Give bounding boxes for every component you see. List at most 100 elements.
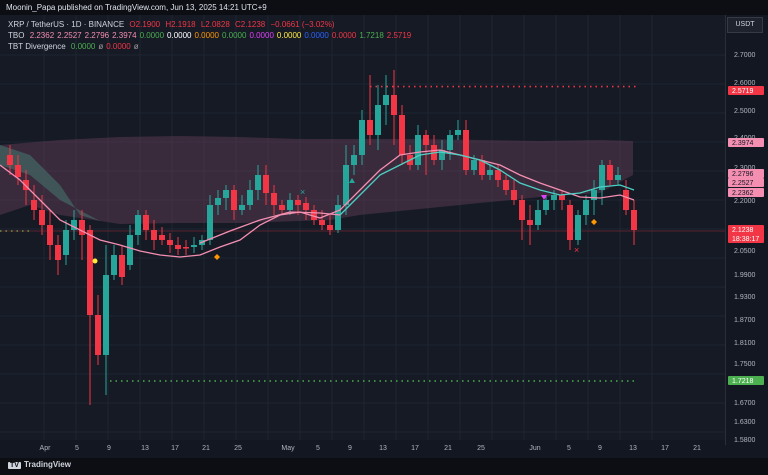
candle-body <box>159 235 165 240</box>
ohlc-high: H2.1918 <box>165 20 196 29</box>
tbo-value: 0.0000 <box>194 31 219 40</box>
price-tick: 1.9300 <box>734 294 756 301</box>
time-tick: Jun <box>529 445 540 452</box>
candle-body <box>367 120 373 135</box>
cloud-band-teal <box>0 145 100 221</box>
candle-body <box>207 205 213 240</box>
candle-body <box>303 203 309 210</box>
chart-pane[interactable]: × × <box>0 15 725 445</box>
candle-body <box>359 120 365 155</box>
candle-body <box>487 170 493 175</box>
time-tick: 21 <box>693 445 701 452</box>
candle-body <box>255 175 261 190</box>
candle-body <box>183 247 189 249</box>
candle-body <box>623 190 629 210</box>
candle-body <box>135 215 141 235</box>
candle-body <box>279 205 285 210</box>
tbo-value: 2.3974 <box>112 31 137 40</box>
price-tick: 1.8700 <box>734 317 756 324</box>
candle-body <box>271 193 277 205</box>
tbt-value: 0.0000 <box>70 42 96 51</box>
candle-body <box>375 105 381 135</box>
price-badge-label: 2.2362 <box>732 190 754 197</box>
time-tick: 21 <box>444 445 452 452</box>
candle-body <box>503 180 509 190</box>
candle-body <box>223 190 229 198</box>
price-chart[interactable]: ×× <box>0 15 725 445</box>
tbo-value: 0.0000 <box>167 31 192 40</box>
tbo-value: 2.2527 <box>57 31 82 40</box>
candle-body <box>239 205 245 210</box>
candle-body <box>383 95 389 105</box>
candle-body <box>143 215 149 230</box>
tbt-label: TBT Divergence <box>8 42 66 51</box>
signal-x: × <box>574 245 579 255</box>
tradingview-brand: TradingView <box>23 460 71 469</box>
price-tick: 2.7000 <box>734 52 756 59</box>
candle-body <box>519 200 525 220</box>
time-tick: 9 <box>348 445 352 452</box>
candle-body <box>103 275 109 355</box>
signal-dot <box>92 258 98 264</box>
currency-button[interactable]: USDT <box>727 17 763 33</box>
price-axis-scale: 2.70002.60002.50002.40002.30002.20002.10… <box>728 52 764 444</box>
candle-body <box>55 245 61 260</box>
tbt-indicator-row[interactable]: TBT Divergence 0.0000 ø 0.0000 ø <box>8 41 414 52</box>
candle-body <box>63 230 69 255</box>
symbol-label[interactable]: XRP / TetherUS · 1D · BINANCE <box>8 20 125 29</box>
time-tick: May <box>281 445 295 452</box>
candle-body <box>399 115 405 155</box>
candle-body <box>447 135 453 150</box>
time-axis[interactable]: Apr 5 9 13 17 21 25 May 5 9 13 17 21 25 Jun 5 9 13 17 21 <box>0 440 725 455</box>
candle-body <box>631 210 637 230</box>
candle-body <box>311 210 317 220</box>
price-badge-label: 2.2527 <box>732 180 754 187</box>
time-tick: 17 <box>661 445 669 452</box>
candle-body <box>23 180 29 190</box>
candle-body <box>463 130 469 170</box>
price-tick: 1.5800 <box>734 437 756 444</box>
tbo-label: TBO <box>8 31 25 40</box>
countdown-label: 18:38:17 <box>732 236 759 243</box>
price-badge <box>728 169 764 178</box>
price-badge <box>728 86 764 95</box>
candle-body <box>391 95 397 115</box>
candle-body <box>79 220 85 235</box>
candle-body <box>7 155 13 165</box>
candle-body <box>71 220 77 230</box>
publisher-header: Moonin_Papa published on TradingView.com… <box>0 0 768 15</box>
ohlc-close: C2.1238 <box>235 20 266 29</box>
ohlc-change: −0.0661 (−3.02%) <box>270 20 335 29</box>
price-badge-label: 2.3974 <box>732 140 754 147</box>
price-badge-label: 2.5719 <box>732 88 754 95</box>
candle-body <box>423 135 429 145</box>
candle-body <box>295 200 301 205</box>
price-tick: 1.7500 <box>734 361 756 368</box>
tradingview-logo[interactable]: TV TradingView <box>8 460 71 469</box>
candle-body <box>247 190 253 205</box>
candle-body <box>191 245 197 247</box>
tbo-indicator-row[interactable]: TBO 2.2362 2.2527 2.2796 2.3974 0.0000 0.0000… <box>8 30 414 41</box>
candle-body <box>535 210 541 225</box>
tbo-value: 2.5719 <box>386 31 412 40</box>
price-axis[interactable]: 2.70002.60002.50002.40002.30002.20002.10… <box>725 15 768 445</box>
signal-down-arrow <box>541 195 547 200</box>
time-tick: 17 <box>171 445 179 452</box>
price-badge <box>728 138 764 147</box>
time-tick: Apr <box>40 445 52 452</box>
candle-body <box>95 315 101 355</box>
tbo-value: 0.0000 <box>139 31 165 40</box>
candle-body <box>327 225 333 230</box>
cloud-band <box>0 136 633 224</box>
candle-body <box>591 190 597 200</box>
tbt-value: 0.0000 <box>106 42 131 51</box>
candle-body <box>31 200 37 210</box>
candle-body <box>167 240 173 245</box>
tradingview-logo-icon: TV <box>8 462 21 469</box>
candle-body <box>319 220 325 225</box>
time-tick: 25 <box>234 445 242 452</box>
candle-body <box>559 195 565 200</box>
candle-body <box>607 165 613 180</box>
candle-body <box>511 190 517 200</box>
candle-body <box>567 205 573 240</box>
